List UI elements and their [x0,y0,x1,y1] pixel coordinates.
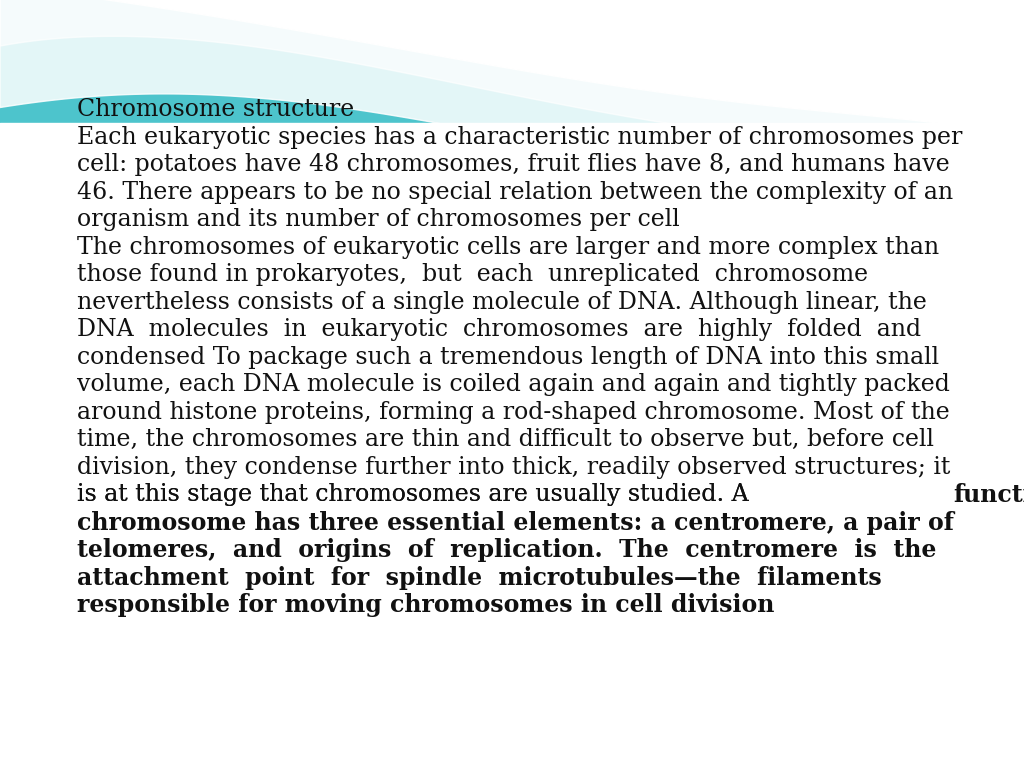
Text: 46. There appears to be no special relation between the complexity of an: 46. There appears to be no special relat… [77,180,953,204]
Text: those found in prokaryotes,  but  each  unreplicated  chromosome: those found in prokaryotes, but each unr… [77,263,868,286]
Text: telomeres,  and  origins  of  replication.  The  centromere  is  the: telomeres, and origins of replication. T… [77,538,936,562]
Text: condensed To package such a tremendous length of DNA into this small: condensed To package such a tremendous l… [77,346,939,369]
Text: chromosome has three essential elements: a centromere, a pair of: chromosome has three essential elements:… [77,511,953,535]
Text: Chromosome structure: Chromosome structure [77,98,354,121]
Text: volume, each DNA molecule is coiled again and again and tightly packed: volume, each DNA molecule is coiled agai… [77,373,949,396]
Text: organism and its number of chromosomes per cell: organism and its number of chromosomes p… [77,208,680,231]
Text: time, the chromosomes are thin and difficult to observe but, before cell: time, the chromosomes are thin and diffi… [77,429,934,452]
Text: attachment  point  for  spindle  microtubules—the  filaments: attachment point for spindle microtubule… [77,566,882,590]
Text: is at this stage that chromosomes are usually studied. A: is at this stage that chromosomes are us… [77,483,756,506]
Text: The chromosomes of eukaryotic cells are larger and more complex than: The chromosomes of eukaryotic cells are … [77,236,939,259]
Text: cell: potatoes have 48 chromosomes, fruit flies have 8, and humans have: cell: potatoes have 48 chromosomes, frui… [77,154,949,177]
Text: is at this stage that chromosomes are usually studied. A: is at this stage that chromosomes are us… [77,483,756,506]
Text: responsible for moving chromosomes in cell division: responsible for moving chromosomes in ce… [77,593,774,617]
Text: functional: functional [953,483,1024,507]
Text: division, they condense further into thick, readily observed structures; it: division, they condense further into thi… [77,455,950,478]
Text: around histone proteins, forming a rod-shaped chromosome. Most of the: around histone proteins, forming a rod-s… [77,401,949,424]
Text: nevertheless consists of a single molecule of DNA. Although linear, the: nevertheless consists of a single molecu… [77,291,927,314]
Text: DNA  molecules  in  eukaryotic  chromosomes  are  highly  folded  and: DNA molecules in eukaryotic chromosomes … [77,318,921,341]
Text: Each eukaryotic species has a characteristic number of chromosomes per: Each eukaryotic species has a characteri… [77,126,963,149]
